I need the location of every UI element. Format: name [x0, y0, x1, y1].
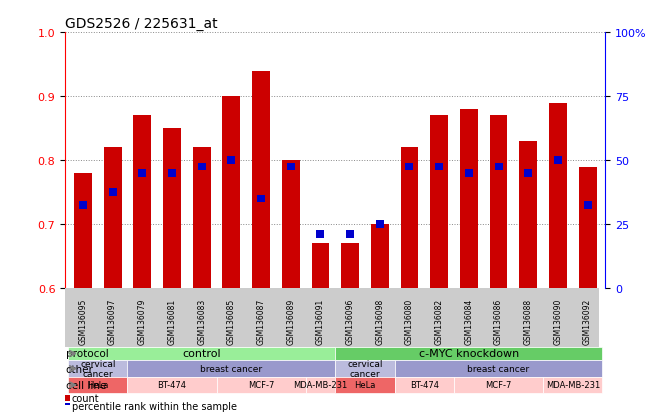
Bar [168, 170, 176, 178]
Bar [395, 377, 454, 393]
Bar [335, 361, 395, 377]
Bar [133, 116, 151, 289]
Text: HeLa: HeLa [87, 380, 109, 389]
Bar [583, 202, 592, 209]
Bar [371, 225, 389, 289]
Text: GSM136084: GSM136084 [464, 298, 473, 344]
Text: protocol: protocol [66, 349, 109, 358]
Text: GSM136092: GSM136092 [583, 298, 592, 344]
Text: GSM136085: GSM136085 [227, 298, 236, 344]
Bar [395, 361, 602, 377]
Text: GSM136082: GSM136082 [435, 298, 444, 344]
Bar [524, 170, 533, 178]
Bar [74, 173, 92, 289]
Bar [65, 403, 70, 409]
Bar [68, 347, 335, 361]
Bar [79, 202, 87, 209]
Text: breast cancer: breast cancer [201, 364, 262, 373]
Text: GSM136098: GSM136098 [375, 298, 384, 344]
Text: MDA-MB-231: MDA-MB-231 [546, 380, 600, 389]
Bar [460, 110, 478, 289]
Text: percentile rank within the sample: percentile rank within the sample [72, 401, 236, 411]
Bar [217, 377, 305, 393]
Text: GSM136086: GSM136086 [494, 298, 503, 344]
Bar [400, 148, 419, 289]
Text: MCF-7: MCF-7 [486, 380, 512, 389]
Bar [430, 116, 448, 289]
Bar [454, 377, 543, 393]
Bar [104, 148, 122, 289]
Bar [223, 97, 240, 289]
Bar [128, 361, 335, 377]
Bar [435, 164, 443, 171]
Bar [519, 142, 537, 289]
Bar [490, 116, 508, 289]
Bar [543, 377, 602, 393]
Text: count: count [72, 393, 99, 403]
Bar [109, 189, 117, 197]
Text: BT-474: BT-474 [410, 380, 439, 389]
Text: GSM136097: GSM136097 [108, 298, 117, 344]
Bar [65, 395, 70, 401]
Bar [68, 361, 128, 377]
Text: GSM136091: GSM136091 [316, 298, 325, 344]
Text: GSM136083: GSM136083 [197, 298, 206, 344]
Bar [128, 377, 217, 393]
Bar [406, 164, 413, 171]
Bar [465, 170, 473, 178]
Bar [554, 157, 562, 165]
Bar [198, 164, 206, 171]
Text: MDA-MB-231: MDA-MB-231 [294, 380, 348, 389]
Text: GSM136079: GSM136079 [138, 298, 146, 344]
Text: GDS2526 / 225631_at: GDS2526 / 225631_at [65, 17, 217, 31]
Text: GSM136089: GSM136089 [286, 298, 296, 344]
Text: GSM136088: GSM136088 [524, 298, 533, 344]
Text: control: control [182, 349, 221, 358]
Text: HeLa: HeLa [354, 380, 376, 389]
Bar [252, 71, 270, 289]
Text: other: other [66, 364, 94, 374]
Text: cervical
cancer: cervical cancer [347, 359, 383, 378]
Bar [376, 221, 384, 228]
Text: GSM136080: GSM136080 [405, 298, 414, 344]
Bar [193, 148, 210, 289]
Bar [312, 244, 329, 289]
Bar [65, 289, 600, 347]
Text: cell line: cell line [66, 380, 106, 390]
Bar [163, 129, 181, 289]
Bar [316, 230, 324, 238]
Bar [335, 347, 602, 361]
Bar [335, 377, 395, 393]
Bar [305, 377, 335, 393]
Bar [282, 161, 299, 289]
Text: c-MYC knockdown: c-MYC knockdown [419, 349, 519, 358]
Text: MCF-7: MCF-7 [248, 380, 274, 389]
Bar [286, 164, 295, 171]
Text: GSM136095: GSM136095 [78, 298, 87, 344]
Text: cervical
cancer: cervical cancer [80, 359, 115, 378]
Text: GSM136087: GSM136087 [256, 298, 266, 344]
Bar [495, 164, 503, 171]
Bar [341, 244, 359, 289]
Bar [549, 103, 567, 289]
Bar [346, 230, 354, 238]
Bar [138, 170, 146, 178]
Bar [579, 167, 596, 289]
Text: GSM136096: GSM136096 [346, 298, 355, 344]
Text: GSM136090: GSM136090 [553, 298, 562, 344]
Bar [68, 377, 128, 393]
Text: breast cancer: breast cancer [467, 364, 530, 373]
Bar [227, 157, 236, 165]
Text: BT-474: BT-474 [158, 380, 186, 389]
Text: GSM136081: GSM136081 [167, 298, 176, 344]
Bar [257, 195, 265, 203]
